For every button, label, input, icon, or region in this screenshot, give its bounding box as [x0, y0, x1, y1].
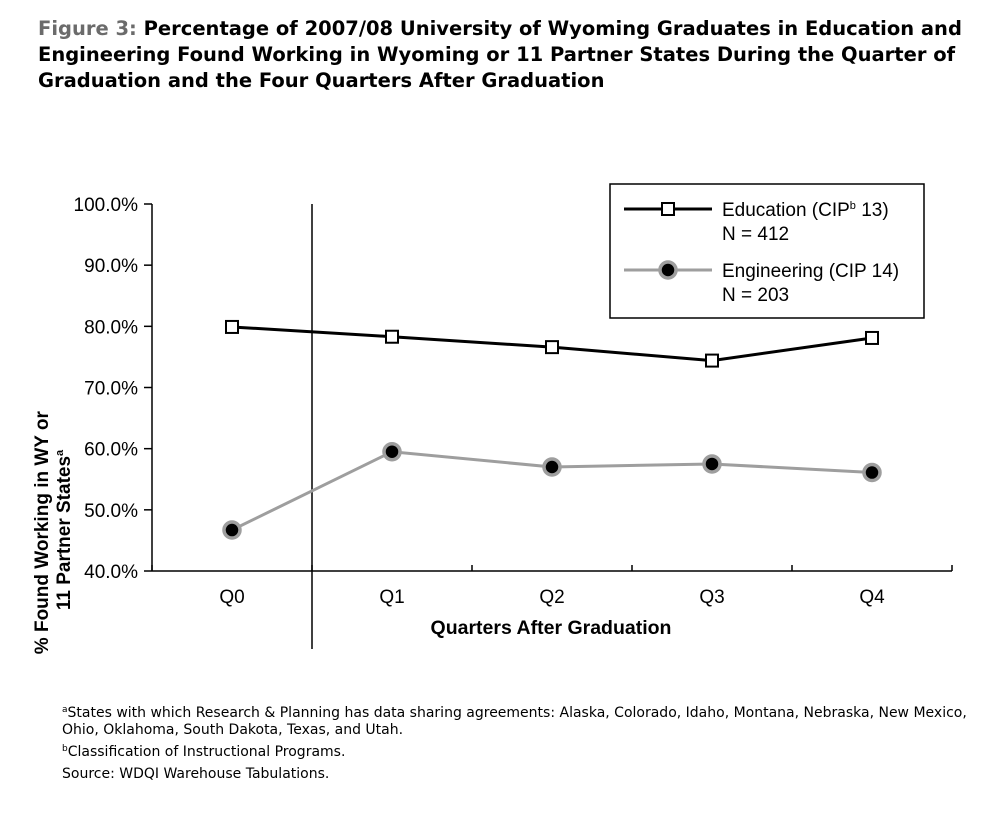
series-group — [222, 319, 882, 540]
footnote-a-marker: a — [62, 705, 68, 715]
y-tick-label: 90.0% — [84, 256, 138, 277]
figure-label: Figure 3: — [38, 17, 144, 40]
y-tick-label: 100.0% — [74, 195, 139, 216]
legend-engineering-n: N = 203 — [722, 285, 789, 306]
y-tick-label: 40.0% — [84, 562, 138, 583]
y-tick-label: 60.0% — [84, 440, 138, 461]
footnote-a: aStates with which Research & Planning h… — [62, 705, 992, 739]
legend: Education (CIPb 13) N = 412 Engineering … — [609, 183, 925, 319]
x-tick-label: Q4 — [859, 587, 885, 608]
source-note: Source: WDQI Warehouse Tabulations. — [62, 766, 330, 782]
x-tick-label: Q0 — [219, 587, 244, 608]
x-tick-label: Q2 — [539, 587, 564, 608]
footnote-b-text: Classification of Instructional Programs… — [67, 744, 346, 760]
footnote-a-text: States with which Research & Planning ha… — [62, 705, 967, 738]
footnotes: aStates with which Research & Planning h… — [62, 705, 992, 788]
legend-education-name-after: 13) — [856, 200, 889, 221]
data-point — [382, 441, 402, 462]
series-engineering — [222, 441, 882, 540]
y-axis-label-line1: % Found Working in WY or — [32, 410, 53, 654]
y-axis-label: % Found Working in WY or 11 Partner Stat… — [32, 406, 75, 654]
legend-engineering-marker — [658, 260, 678, 280]
x-axis-label: Quarters After Graduation — [431, 617, 672, 639]
data-point — [545, 340, 559, 355]
data-point — [705, 353, 719, 368]
legend-education-n: N = 412 — [722, 224, 789, 245]
data-point — [225, 319, 239, 334]
data-point — [702, 454, 722, 474]
figure-title: Figure 3: Percentage of 2007/08 Universi… — [38, 16, 978, 94]
data-point — [222, 520, 242, 540]
data-point — [862, 462, 882, 483]
legend-education-sup: b — [850, 200, 856, 212]
footnote-b: bClassification of Instructional Program… — [62, 744, 992, 761]
line-chart: 40.0%50.0%60.0%70.0%80.0%90.0%100.0% Q0 Q… — [32, 183, 953, 654]
footnote-b-marker: b — [62, 744, 68, 754]
y-axis-label-line2: 11 Partner States — [54, 456, 75, 610]
x-axis-ticks: Q0 Q1 Q2 Q3 Q4 — [151, 565, 953, 608]
y-axis-ticks: 40.0% 50.0% 60.0% 70.0% 80.0% 90.0% 100.0% — [74, 195, 152, 583]
legend-engineering-label: Engineering (CIP 14) — [722, 261, 899, 282]
x-tick-label: Q3 — [699, 587, 724, 608]
y-tick-label: 50.0% — [84, 501, 138, 522]
figure-title-text: Percentage of 2007/08 University of Wyom… — [38, 17, 969, 92]
x-tick-label: Q1 — [379, 587, 404, 608]
legend-education-label: Education (CIPb 13) — [722, 200, 889, 221]
legend-education-marker — [661, 202, 675, 216]
data-point — [865, 330, 879, 345]
legend-education-name: Education (CIP — [722, 200, 850, 221]
data-point — [542, 457, 562, 477]
y-tick-label: 70.0% — [84, 379, 138, 400]
y-tick-label: 80.0% — [84, 317, 138, 338]
data-point — [385, 329, 399, 344]
y-axis-label-sup: a — [54, 449, 66, 456]
series-education — [225, 319, 879, 368]
